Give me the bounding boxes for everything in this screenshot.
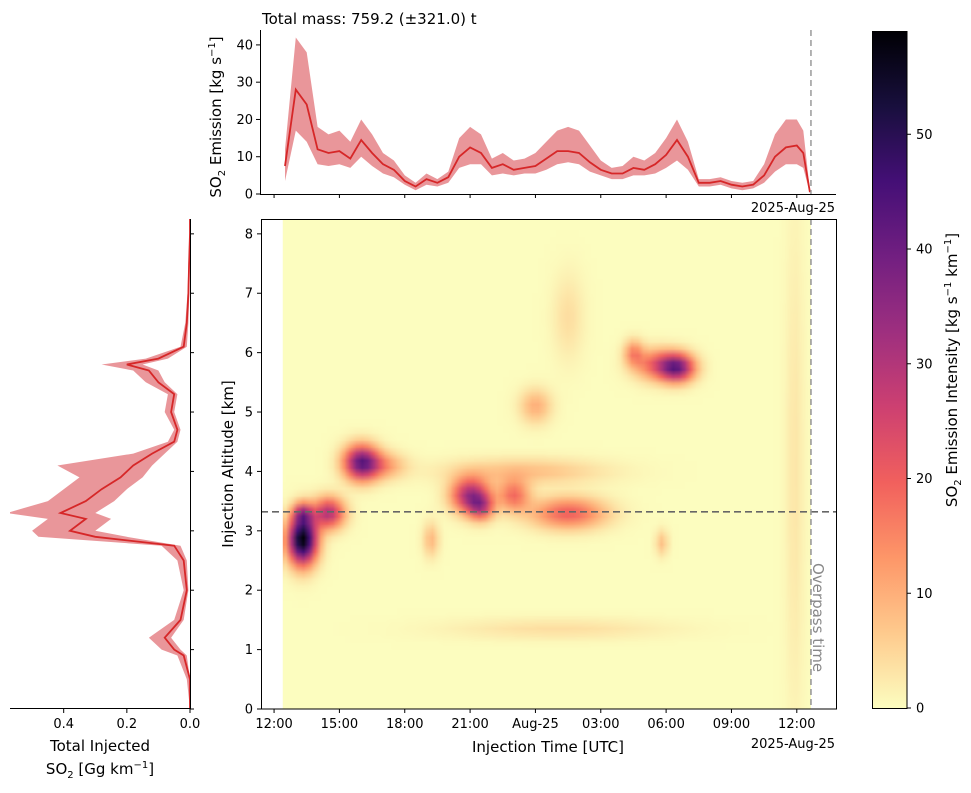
top-y-tick-label: 20: [236, 113, 253, 128]
main-y-ticks: 0 1 2 3 4 5 6 7 8: [245, 227, 261, 718]
left-median-line: [57, 219, 191, 709]
main-plot-frame: [261, 219, 837, 710]
main-x-tick-label: 06:00: [647, 717, 684, 732]
left-xlabel-main: SO: [46, 760, 67, 778]
colorbar-tick-label: 0: [916, 702, 924, 717]
colorbar-tick-label: 30: [916, 357, 933, 372]
main-y-tick-label: 1: [245, 643, 253, 658]
left-profile-panel: 0.4 0.2 0.0 Total Injected SO2 [Gg km−1]: [10, 219, 200, 781]
top-date-label: 2025-Aug-25: [751, 201, 835, 216]
colorbar-tick-label: 20: [916, 472, 933, 487]
cb-label-rest: Emission Intensity [kg s: [943, 296, 961, 479]
main-x-tick-label: 12:00: [778, 717, 815, 732]
main-x-axis-label: Injection Time [UTC]: [472, 738, 624, 756]
top-ylabel-sup: −1: [207, 42, 218, 57]
main-heatmap-panel: 12:00 15:00 18:00 21:00 Aug-25 03:00 06:00 09:0…: [219, 219, 837, 756]
left-x-ticks: 0.4 0.2 0.0: [53, 709, 200, 732]
cb-label-sup1: −1: [943, 282, 954, 297]
cb-label-close: ]: [943, 233, 961, 239]
left-xlabel-close: ]: [148, 760, 154, 778]
colorbar-tick-label: 10: [916, 587, 933, 602]
top-median-line: [284, 87, 811, 193]
left-xlabel-sup: −1: [133, 760, 148, 771]
main-x-tick-label: 09:00: [713, 717, 750, 732]
left-y-ticks: [190, 233, 194, 710]
top-y-tick-label: 10: [236, 150, 253, 165]
main-x-tick-label: 03:00: [582, 717, 619, 732]
main-x-tick-label: 12:00: [255, 717, 292, 732]
cb-label-mid: km: [943, 254, 961, 282]
main-date-label: 2025-Aug-25: [751, 737, 835, 752]
left-xlabel-sub: 2: [67, 770, 73, 781]
left-uncertainty-band: [10, 219, 190, 709]
main-x-ticks: 12:00 15:00 18:00 21:00 Aug-25 03:00 06:00 09:0…: [255, 709, 816, 732]
left-xlabel-rest: [Gg km: [74, 760, 134, 778]
colorbar: 0 10 20 30 40 50 SO2 Emission Intensity [kg s…: [872, 31, 964, 717]
main-y-tick-label: 2: [245, 584, 253, 599]
left-band-group: [10, 219, 191, 709]
top-band-group: [284, 37, 811, 194]
main-y-tick-label: 8: [245, 227, 253, 242]
main-y-tick-label: 3: [245, 524, 253, 539]
colorbar-ticks: 0 10 20 30 40 50: [907, 128, 933, 717]
top-ylabel-close: ]: [207, 36, 225, 42]
main-x-tick-label: 18:00: [386, 717, 423, 732]
left-x-tick-label: 0.4: [53, 717, 74, 732]
top-ylabel-rest: Emission [kg s: [207, 57, 225, 170]
colorbar-fill: [872, 31, 907, 708]
top-y-axis-label: SO2 Emission [kg s−1]: [207, 36, 228, 197]
colorbar-label: SO2 Emission Intensity [kg s−1 km−1]: [943, 233, 964, 507]
main-y-tick-label: 7: [245, 287, 253, 302]
top-emission-panel: Total mass: 759.2 (±321.0) t 0 10 20 30 40 2…: [207, 10, 836, 216]
colorbar-tick-label: 50: [916, 128, 933, 143]
cb-label-sub: 2: [953, 479, 964, 485]
top-x-ticks: [273, 194, 798, 198]
main-y-tick-label: 6: [245, 346, 253, 361]
heatmap-image: [282, 219, 811, 709]
left-x-tick-label: 0.0: [180, 717, 201, 732]
main-x-tick-label: Aug-25: [512, 717, 559, 732]
left-x-tick-label: 0.2: [116, 717, 137, 732]
left-x-axis-label-line1: Total Injected: [49, 737, 150, 755]
main-y-tick-label: 4: [245, 465, 253, 480]
main-x-tick-label: 21:00: [451, 717, 488, 732]
top-y-tick-label: 0: [245, 188, 253, 203]
top-y-tick-label: 40: [236, 38, 253, 53]
cb-label-main: SO: [943, 486, 961, 507]
overpass-time-label: Overpass time: [809, 563, 827, 672]
main-y-axis-label: Injection Altitude [km]: [219, 380, 237, 547]
top-y-ticks: 0 10 20 30 40: [236, 38, 260, 203]
colorbar-tick-label: 40: [916, 243, 933, 258]
top-uncertainty-band: [285, 37, 810, 194]
main-x-tick-label: 15:00: [321, 717, 358, 732]
cb-label-sup2: −1: [943, 239, 954, 254]
colorbar-frame: [872, 31, 908, 709]
main-y-tick-label: 5: [245, 406, 253, 421]
top-y-tick-label: 30: [236, 76, 253, 91]
top-panel-title: Total mass: 759.2 (±321.0) t: [261, 10, 477, 28]
top-ylabel-sub: 2: [217, 170, 228, 176]
main-y-tick-label: 0: [245, 703, 253, 718]
left-x-axis-label-line2: SO2 [Gg km−1]: [46, 760, 154, 781]
top-ylabel-main: SO: [207, 176, 225, 197]
